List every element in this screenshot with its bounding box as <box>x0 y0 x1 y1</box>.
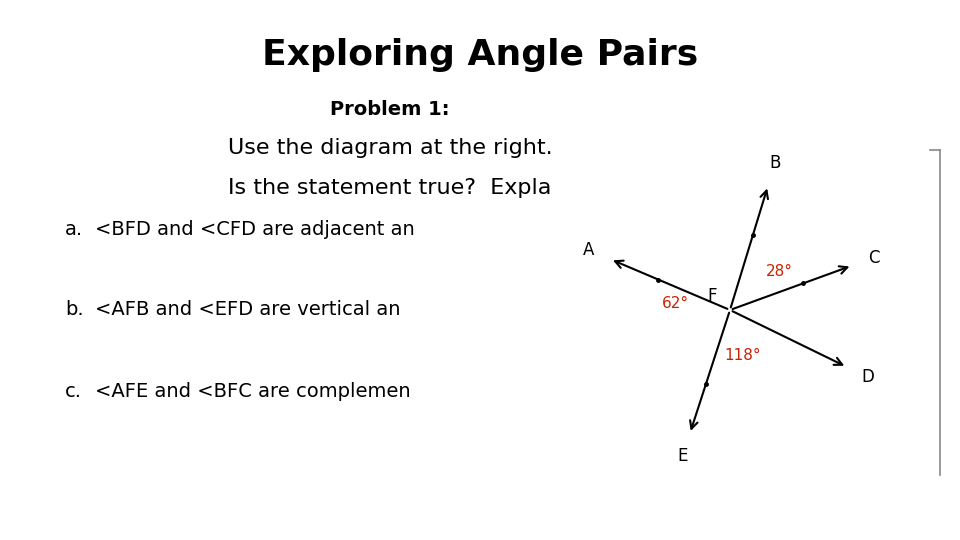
Text: Exploring Angle Pairs: Exploring Angle Pairs <box>262 38 698 72</box>
Text: 62°: 62° <box>661 296 689 311</box>
Text: Problem 1:: Problem 1: <box>330 100 449 119</box>
Text: 28°: 28° <box>766 264 793 279</box>
Text: 118°: 118° <box>725 348 761 363</box>
Text: A: A <box>583 241 594 259</box>
Text: Is the statement true?  Expla: Is the statement true? Expla <box>228 178 552 198</box>
Text: a.: a. <box>65 220 84 239</box>
Text: c.: c. <box>65 382 82 401</box>
Text: F: F <box>708 287 717 305</box>
Text: B: B <box>769 154 780 172</box>
Text: E: E <box>678 447 687 465</box>
Text: D: D <box>861 368 875 386</box>
Text: <AFE and <BFC are complemen: <AFE and <BFC are complemen <box>95 382 411 401</box>
Text: <BFD and <CFD are adjacent an: <BFD and <CFD are adjacent an <box>95 220 415 239</box>
Text: b.: b. <box>65 300 84 319</box>
Text: Use the diagram at the right.: Use the diagram at the right. <box>228 138 552 158</box>
Text: <AFB and <EFD are vertical an: <AFB and <EFD are vertical an <box>95 300 400 319</box>
Text: C: C <box>869 248 880 267</box>
